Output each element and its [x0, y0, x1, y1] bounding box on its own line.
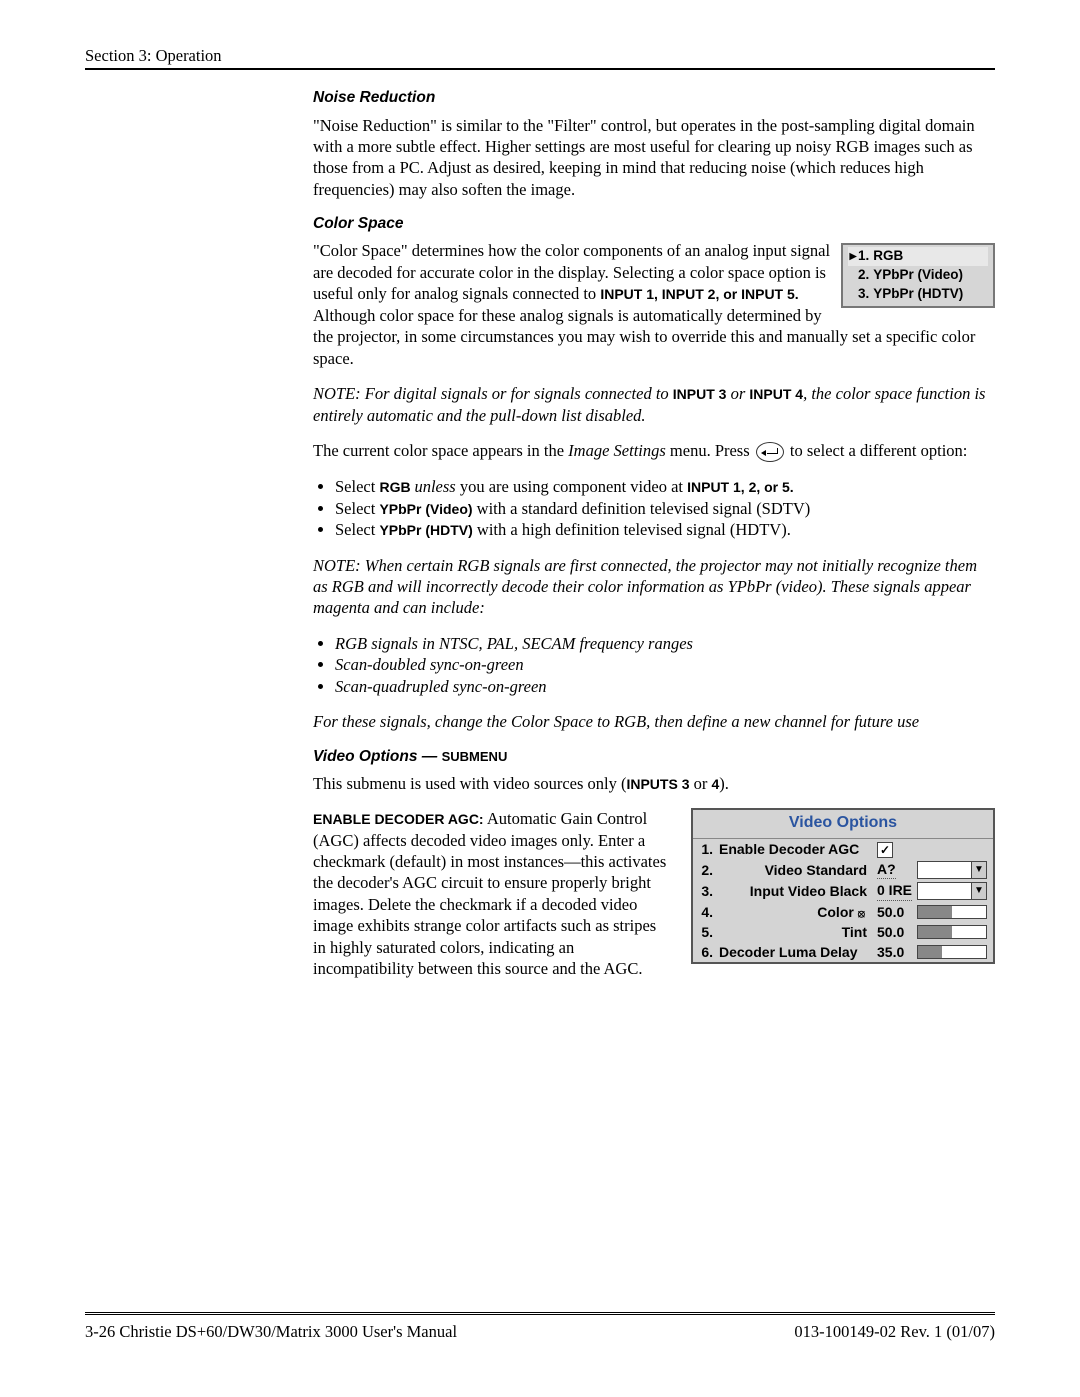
- video-options-intro: This submenu is used with video sources …: [313, 773, 995, 794]
- enter-icon: [756, 442, 784, 462]
- vo-row-tint[interactable]: 5. Tint 50.0: [693, 922, 993, 942]
- bullet-rgb: Select RGB unless you are using componen…: [335, 476, 995, 497]
- chevron-down-icon: ▼: [971, 862, 986, 878]
- enable-decoder-agc-body: ENABLE DECODER AGC: Automatic Gain Contr…: [313, 808, 671, 980]
- video-options-title: Video Options: [693, 810, 993, 839]
- dropdown-input-video-black[interactable]: ▼: [917, 882, 987, 900]
- dropdown-value-video-standard: A?: [877, 860, 896, 879]
- page-header: Section 3: Operation: [85, 45, 995, 70]
- vo-row-input-video-black[interactable]: 3. Input Video Black 0 IRE ▼: [693, 880, 993, 901]
- checkbox-icon[interactable]: ✓: [877, 842, 893, 858]
- footer-right: 013-100149-02 Rev. 1 (01/07): [794, 1321, 995, 1342]
- video-options-panel: Video Options 1. Enable Decoder AGC ✓ 2.…: [691, 808, 995, 964]
- cs-opt-label-2: YPbPr (Video): [873, 266, 963, 285]
- slider-color[interactable]: [917, 905, 987, 919]
- heading-noise-reduction: Noise Reduction: [313, 88, 995, 108]
- color-space-note-3: For these signals, change the Color Spac…: [313, 711, 995, 732]
- noise-reduction-body: "Noise Reduction" is similar to the "Fil…: [313, 115, 995, 201]
- slider-luma-delay[interactable]: [917, 945, 987, 959]
- color-space-bullets-2: RGB signals in NTSC, PAL, SECAM frequenc…: [335, 633, 995, 697]
- cursor-icon: ▸: [848, 247, 858, 266]
- bullet-scan-doubled: Scan-doubled sync-on-green: [335, 654, 995, 675]
- color-space-option-2[interactable]: 2. YPbPr (Video): [848, 266, 988, 285]
- vo-row-color[interactable]: 4. Color ⦻ 50.0: [693, 902, 993, 922]
- vo-row-video-standard[interactable]: 2. Video Standard A? ▼: [693, 859, 993, 880]
- cs-opt-num-3: 3.: [858, 285, 873, 304]
- chevron-down-icon: ▼: [971, 883, 986, 899]
- color-space-option-3[interactable]: 3. YPbPr (HDTV): [848, 285, 988, 304]
- heading-color-space: Color Space: [313, 214, 995, 234]
- dropdown-value-input-video-black: 0 IRE: [877, 881, 912, 900]
- footer-left: 3-26 Christie DS+60/DW30/Matrix 3000 Use…: [85, 1321, 457, 1342]
- color-space-menu[interactable]: ▸ 1. RGB 2. YPbPr (Video) 3. YPbPr (HDTV…: [841, 243, 995, 308]
- color-space-note-2: NOTE: When certain RGB signals are first…: [313, 555, 995, 619]
- slider-tint[interactable]: [917, 925, 987, 939]
- heading-video-options: Video Options — SUBMENU: [313, 747, 995, 767]
- cs-opt-label-3: YPbPr (HDTV): [873, 285, 963, 304]
- lock-icon: ⦻: [858, 908, 867, 920]
- bullet-ntsc: RGB signals in NTSC, PAL, SECAM frequenc…: [335, 633, 995, 654]
- cs-opt-label-1: RGB: [873, 247, 903, 266]
- bullet-scan-quadrupled: Scan-quadrupled sync-on-green: [335, 676, 995, 697]
- bullet-ypbpr-hdtv: Select YPbPr (HDTV) with a high definiti…: [335, 519, 995, 540]
- cs-opt-num-2: 2.: [858, 266, 873, 285]
- color-space-note-1: NOTE: For digital signals or for signals…: [313, 383, 995, 426]
- vo-row-decoder-luma-delay[interactable]: 6. Decoder Luma Delay 35.0: [693, 942, 993, 962]
- vo-row-enable-agc[interactable]: 1. Enable Decoder AGC ✓: [693, 839, 993, 859]
- cs-opt-num-1: 1.: [858, 247, 873, 266]
- dropdown-video-standard[interactable]: ▼: [917, 861, 987, 879]
- color-space-option-1[interactable]: ▸ 1. RGB: [848, 247, 988, 266]
- color-space-body-2: The current color space appears in the I…: [313, 440, 995, 462]
- page-footer: 3-26 Christie DS+60/DW30/Matrix 3000 Use…: [85, 1312, 995, 1342]
- bullet-ypbpr-video: Select YPbPr (Video) with a standard def…: [335, 498, 995, 519]
- color-space-bullets-1: Select RGB unless you are using componen…: [335, 476, 995, 540]
